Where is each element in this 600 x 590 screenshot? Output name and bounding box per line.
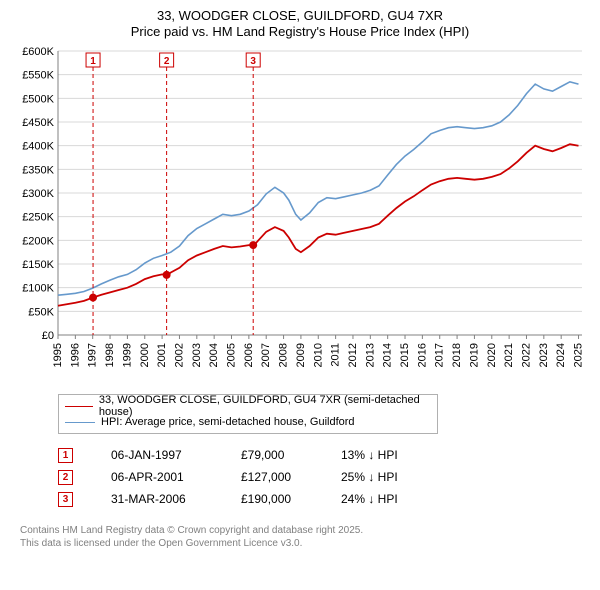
svg-text:2013: 2013 bbox=[364, 343, 376, 367]
svg-text:2021: 2021 bbox=[503, 343, 515, 367]
svg-text:£200K: £200K bbox=[22, 235, 54, 247]
svg-text:2001: 2001 bbox=[156, 343, 168, 367]
legend: 33, WOODGER CLOSE, GUILDFORD, GU4 7XR (s… bbox=[58, 394, 438, 434]
note-delta: 24% ↓ HPI bbox=[341, 492, 431, 506]
svg-text:2014: 2014 bbox=[382, 343, 394, 367]
note-price: £79,000 bbox=[241, 448, 341, 462]
svg-text:£500K: £500K bbox=[22, 93, 54, 105]
note-marker-icon: 1 bbox=[58, 448, 73, 463]
chart-container: 33, WOODGER CLOSE, GUILDFORD, GU4 7XR Pr… bbox=[0, 0, 600, 556]
svg-text:3: 3 bbox=[250, 56, 256, 67]
svg-text:£450K: £450K bbox=[22, 117, 54, 129]
sale-note-row: 3 31-MAR-2006£190,00024% ↓ HPI bbox=[58, 488, 590, 510]
sale-notes-table: 1 06-JAN-1997£79,00013% ↓ HPI 2 06-APR-2001… bbox=[58, 444, 590, 510]
chart-svg: £0 £50K £100K £150K £200K £250K £300K £350K £400… bbox=[10, 45, 590, 390]
title-subtitle: Price paid vs. HM Land Registry's House … bbox=[10, 24, 590, 39]
svg-text:2000: 2000 bbox=[139, 343, 151, 367]
legend-swatch-hpi bbox=[65, 422, 95, 423]
svg-text:£100K: £100K bbox=[22, 283, 54, 295]
svg-text:1997: 1997 bbox=[87, 343, 99, 367]
svg-text:£0: £0 bbox=[42, 330, 54, 342]
footer-line-2: This data is licensed under the Open Gov… bbox=[20, 537, 590, 550]
svg-text:2025: 2025 bbox=[573, 343, 585, 367]
svg-text:2011: 2011 bbox=[330, 343, 342, 367]
svg-text:£300K: £300K bbox=[22, 188, 54, 200]
svg-text:2009: 2009 bbox=[295, 343, 307, 367]
svg-text:2012: 2012 bbox=[347, 343, 359, 367]
svg-text:2004: 2004 bbox=[208, 343, 220, 367]
svg-text:2010: 2010 bbox=[312, 343, 324, 367]
title-block: 33, WOODGER CLOSE, GUILDFORD, GU4 7XR Pr… bbox=[10, 8, 590, 39]
note-marker-icon: 2 bbox=[58, 470, 73, 485]
svg-text:2005: 2005 bbox=[226, 343, 238, 367]
sale-note-row: 1 06-JAN-1997£79,00013% ↓ HPI bbox=[58, 444, 590, 466]
svg-text:1999: 1999 bbox=[121, 343, 133, 367]
svg-text:1996: 1996 bbox=[69, 343, 81, 367]
svg-text:2018: 2018 bbox=[451, 343, 463, 367]
svg-text:1995: 1995 bbox=[52, 343, 64, 367]
svg-text:2002: 2002 bbox=[173, 343, 185, 367]
legend-swatch-price-paid bbox=[65, 406, 93, 407]
legend-label-hpi: HPI: Average price, semi-detached house,… bbox=[101, 416, 355, 428]
note-delta: 25% ↓ HPI bbox=[341, 470, 431, 484]
svg-text:2019: 2019 bbox=[468, 343, 480, 367]
svg-text:£350K: £350K bbox=[22, 164, 54, 176]
svg-text:2024: 2024 bbox=[555, 343, 567, 367]
footer-attribution: Contains HM Land Registry data © Crown c… bbox=[20, 524, 590, 550]
svg-text:1: 1 bbox=[90, 56, 96, 67]
plot-area: £0 £50K £100K £150K £200K £250K £300K £350K £400… bbox=[10, 45, 590, 390]
svg-text:2017: 2017 bbox=[434, 343, 446, 367]
footer-line-1: Contains HM Land Registry data © Crown c… bbox=[20, 524, 590, 537]
svg-text:2007: 2007 bbox=[260, 343, 272, 367]
svg-text:2015: 2015 bbox=[399, 343, 411, 367]
svg-text:2020: 2020 bbox=[486, 343, 498, 367]
svg-text:£550K: £550K bbox=[22, 70, 54, 82]
svg-text:£250K: £250K bbox=[22, 212, 54, 224]
svg-text:2003: 2003 bbox=[191, 343, 203, 367]
note-date: 06-APR-2001 bbox=[111, 470, 241, 484]
legend-row-price-paid: 33, WOODGER CLOSE, GUILDFORD, GU4 7XR (s… bbox=[65, 398, 431, 414]
legend-label-price-paid: 33, WOODGER CLOSE, GUILDFORD, GU4 7XR (s… bbox=[99, 394, 431, 418]
svg-text:1998: 1998 bbox=[104, 343, 116, 367]
note-date: 06-JAN-1997 bbox=[111, 448, 241, 462]
svg-text:2006: 2006 bbox=[243, 343, 255, 367]
note-marker-icon: 3 bbox=[58, 492, 73, 507]
sale-note-row: 2 06-APR-2001£127,00025% ↓ HPI bbox=[58, 466, 590, 488]
svg-text:2023: 2023 bbox=[538, 343, 550, 367]
svg-text:£150K: £150K bbox=[22, 259, 54, 271]
svg-text:£600K: £600K bbox=[22, 46, 54, 58]
note-delta: 13% ↓ HPI bbox=[341, 448, 431, 462]
svg-text:£400K: £400K bbox=[22, 141, 54, 153]
note-price: £127,000 bbox=[241, 470, 341, 484]
title-address: 33, WOODGER CLOSE, GUILDFORD, GU4 7XR bbox=[10, 8, 590, 23]
svg-text:2016: 2016 bbox=[416, 343, 428, 367]
note-date: 31-MAR-2006 bbox=[111, 492, 241, 506]
svg-text:2008: 2008 bbox=[278, 343, 290, 367]
note-price: £190,000 bbox=[241, 492, 341, 506]
svg-text:2: 2 bbox=[164, 56, 170, 67]
svg-text:2022: 2022 bbox=[520, 343, 532, 367]
svg-text:£50K: £50K bbox=[28, 306, 54, 318]
